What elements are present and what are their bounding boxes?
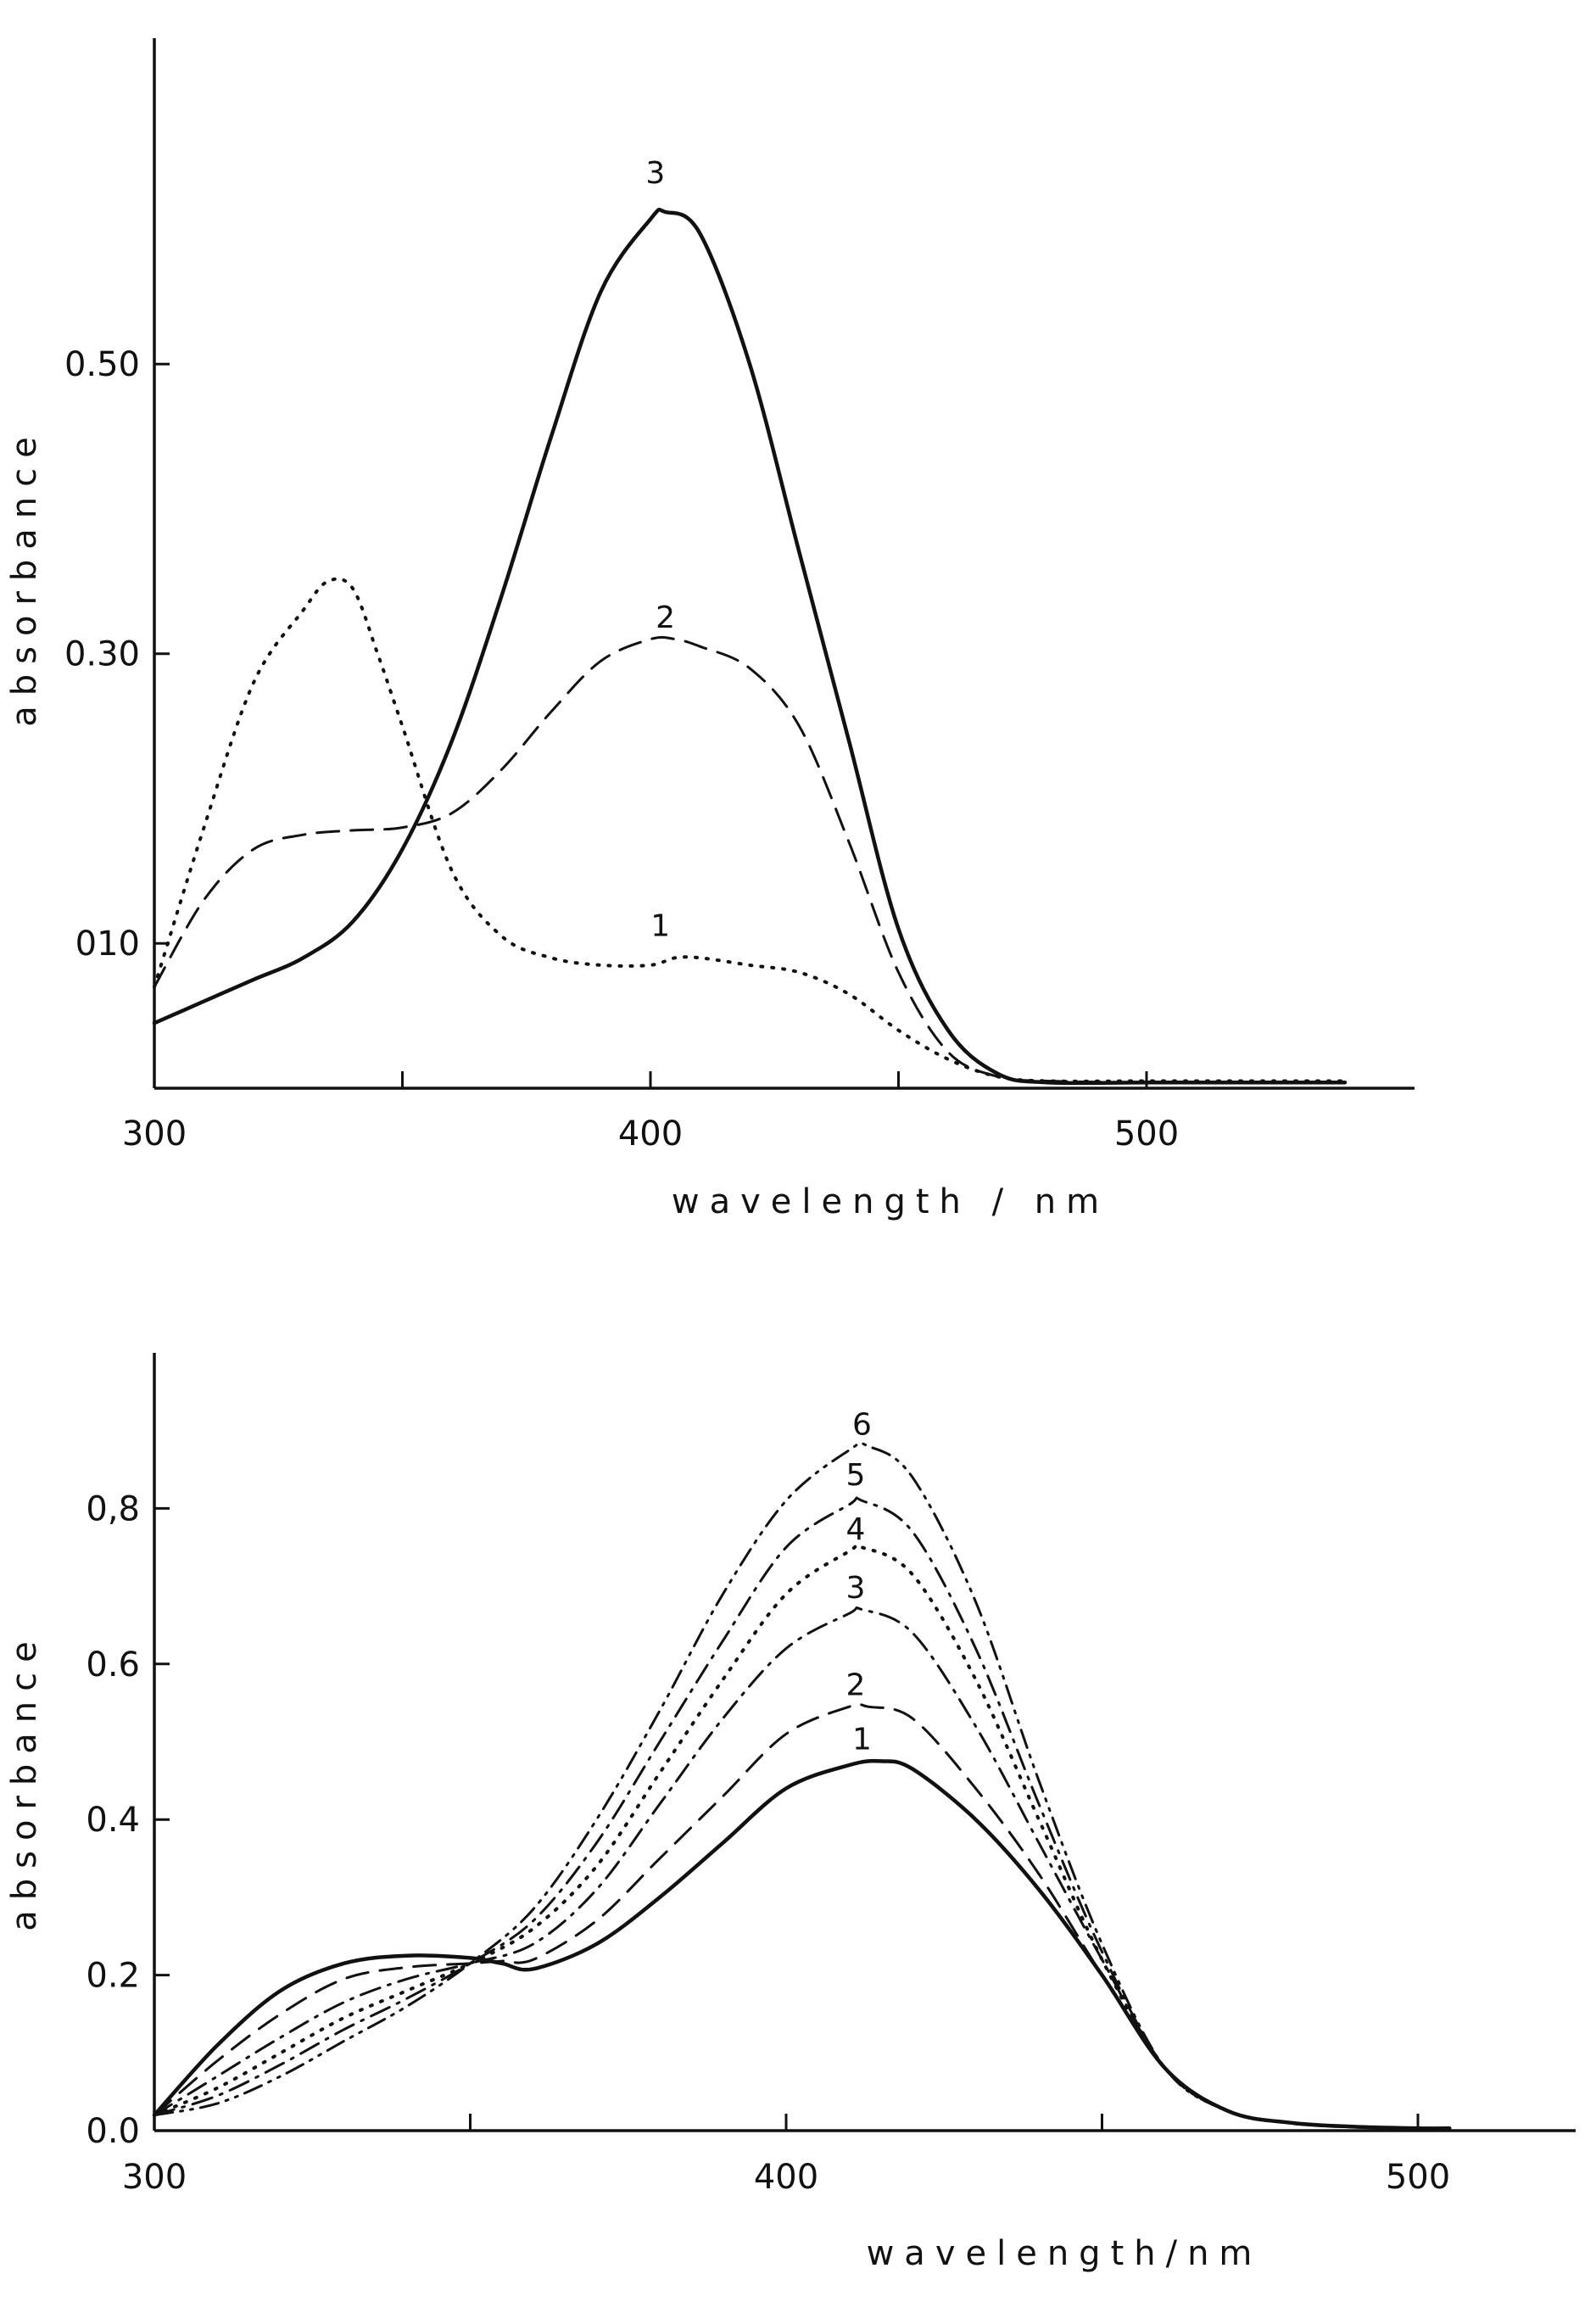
- series-6-tag: 6: [852, 1407, 872, 1442]
- series-5-line: [153, 1496, 1451, 2130]
- x-tick-label: 400: [754, 2158, 818, 2197]
- series-2-line: [153, 1702, 1451, 2130]
- y-tick-label: 0.30: [64, 635, 140, 674]
- series-3-tag: 3: [645, 156, 665, 191]
- series-2-line: [153, 635, 1347, 1084]
- series-2-tag: 2: [845, 1668, 865, 1702]
- y-tick-label: 0.4: [86, 1801, 140, 1840]
- series-6-line: [153, 1441, 1451, 2130]
- y-tick-label: 010: [75, 925, 140, 964]
- y-tick-label: 0.50: [64, 345, 140, 384]
- x-tick-label: 500: [1386, 2158, 1450, 2197]
- series-5-tag: 5: [845, 1458, 865, 1493]
- y-tick-label: 0,8: [86, 1489, 140, 1528]
- series-3-tag: 3: [845, 1571, 865, 1606]
- series-4-line: [153, 1543, 1452, 2131]
- y-tick-label: 0.2: [86, 1957, 140, 1996]
- series-1-tag: 1: [650, 909, 670, 944]
- series-3-line: [152, 207, 1348, 1086]
- chart-bottom: 300 400 500 0.0 0.2 0.4 0.6 0,8 absorbance wavele…: [5, 1353, 1576, 2273]
- x-axis-label: wavelength/nm: [867, 2234, 1263, 2273]
- series-3-line: [153, 1606, 1451, 2130]
- series-2-tag: 2: [656, 601, 675, 635]
- series-1-line: [152, 1758, 1452, 2131]
- x-tick-label: 300: [122, 1115, 187, 1154]
- series-1-tag: 1: [852, 1723, 872, 1757]
- y-axis-label: absorbance: [5, 1631, 44, 1931]
- chart-top: 300 400 500 010 0.30 0.50 absorbance wavelength…: [5, 38, 1415, 1221]
- series-1-line: [153, 577, 1347, 1083]
- y-tick-label: 0.6: [86, 1645, 140, 1684]
- x-tick-label: 300: [122, 2158, 187, 2197]
- x-tick-label: 400: [618, 1115, 683, 1154]
- x-axis-label: wavelength / nm: [672, 1182, 1109, 1221]
- y-axis-label: absorbance: [5, 427, 44, 727]
- series-4-tag: 4: [845, 1512, 865, 1547]
- y-tick-label: 0.0: [86, 2112, 140, 2151]
- x-tick-label: 500: [1114, 1115, 1179, 1154]
